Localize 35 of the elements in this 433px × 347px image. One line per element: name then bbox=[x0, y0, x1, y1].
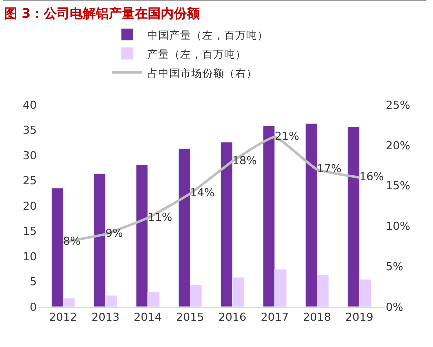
x-tick-label: 2012 bbox=[49, 311, 78, 324]
y-tick-label: 25 bbox=[23, 174, 37, 188]
x-tick-label: 2015 bbox=[176, 311, 204, 324]
data-label: 21% bbox=[274, 130, 300, 144]
legend-label: 占中国市场份额（右） bbox=[147, 66, 258, 80]
data-label: 14% bbox=[190, 186, 215, 200]
x-tick-label: 2019 bbox=[346, 311, 374, 324]
y-tick-label: 5 bbox=[30, 276, 37, 289]
x-tick-label: 2017 bbox=[260, 311, 289, 324]
data-label: 18% bbox=[232, 154, 258, 168]
data-label: 17% bbox=[317, 162, 342, 176]
y2-tick-label: 5% bbox=[386, 260, 404, 274]
x-tick-label: 2013 bbox=[92, 311, 120, 324]
y-tick-label: 15 bbox=[23, 225, 37, 238]
data-label: 11% bbox=[148, 210, 172, 224]
y-tick-label: 10 bbox=[23, 250, 37, 264]
y-tick-label: 20 bbox=[23, 200, 37, 213]
y-tick-label: 35 bbox=[23, 124, 37, 138]
data-label: 8% bbox=[63, 235, 81, 248]
y2-tick-label: 10% bbox=[386, 220, 410, 234]
y2-tick-label: 25% bbox=[386, 98, 410, 112]
data-label: 16% bbox=[360, 170, 384, 184]
x-tick-label: 2018 bbox=[303, 311, 332, 324]
chart-title: 图 3：公司电解铝产量在国内份额 bbox=[4, 6, 201, 22]
y-tick-label: 40 bbox=[23, 98, 37, 112]
x-tick-label: 2016 bbox=[218, 311, 247, 324]
data-label: 9% bbox=[106, 227, 124, 240]
y-tick-label: 30 bbox=[23, 149, 37, 162]
y2-tick-label: 20% bbox=[386, 139, 410, 152]
legend-label: 产量（左，百万吨） bbox=[147, 48, 246, 61]
x-tick-label: 2014 bbox=[134, 311, 162, 324]
y2-tick-label: 0% bbox=[386, 300, 404, 314]
y-tick-label: 0 bbox=[30, 300, 37, 314]
legend-label: 中国产量（左，百万吨） bbox=[147, 28, 268, 42]
y2-tick-label: 15% bbox=[386, 180, 410, 193]
